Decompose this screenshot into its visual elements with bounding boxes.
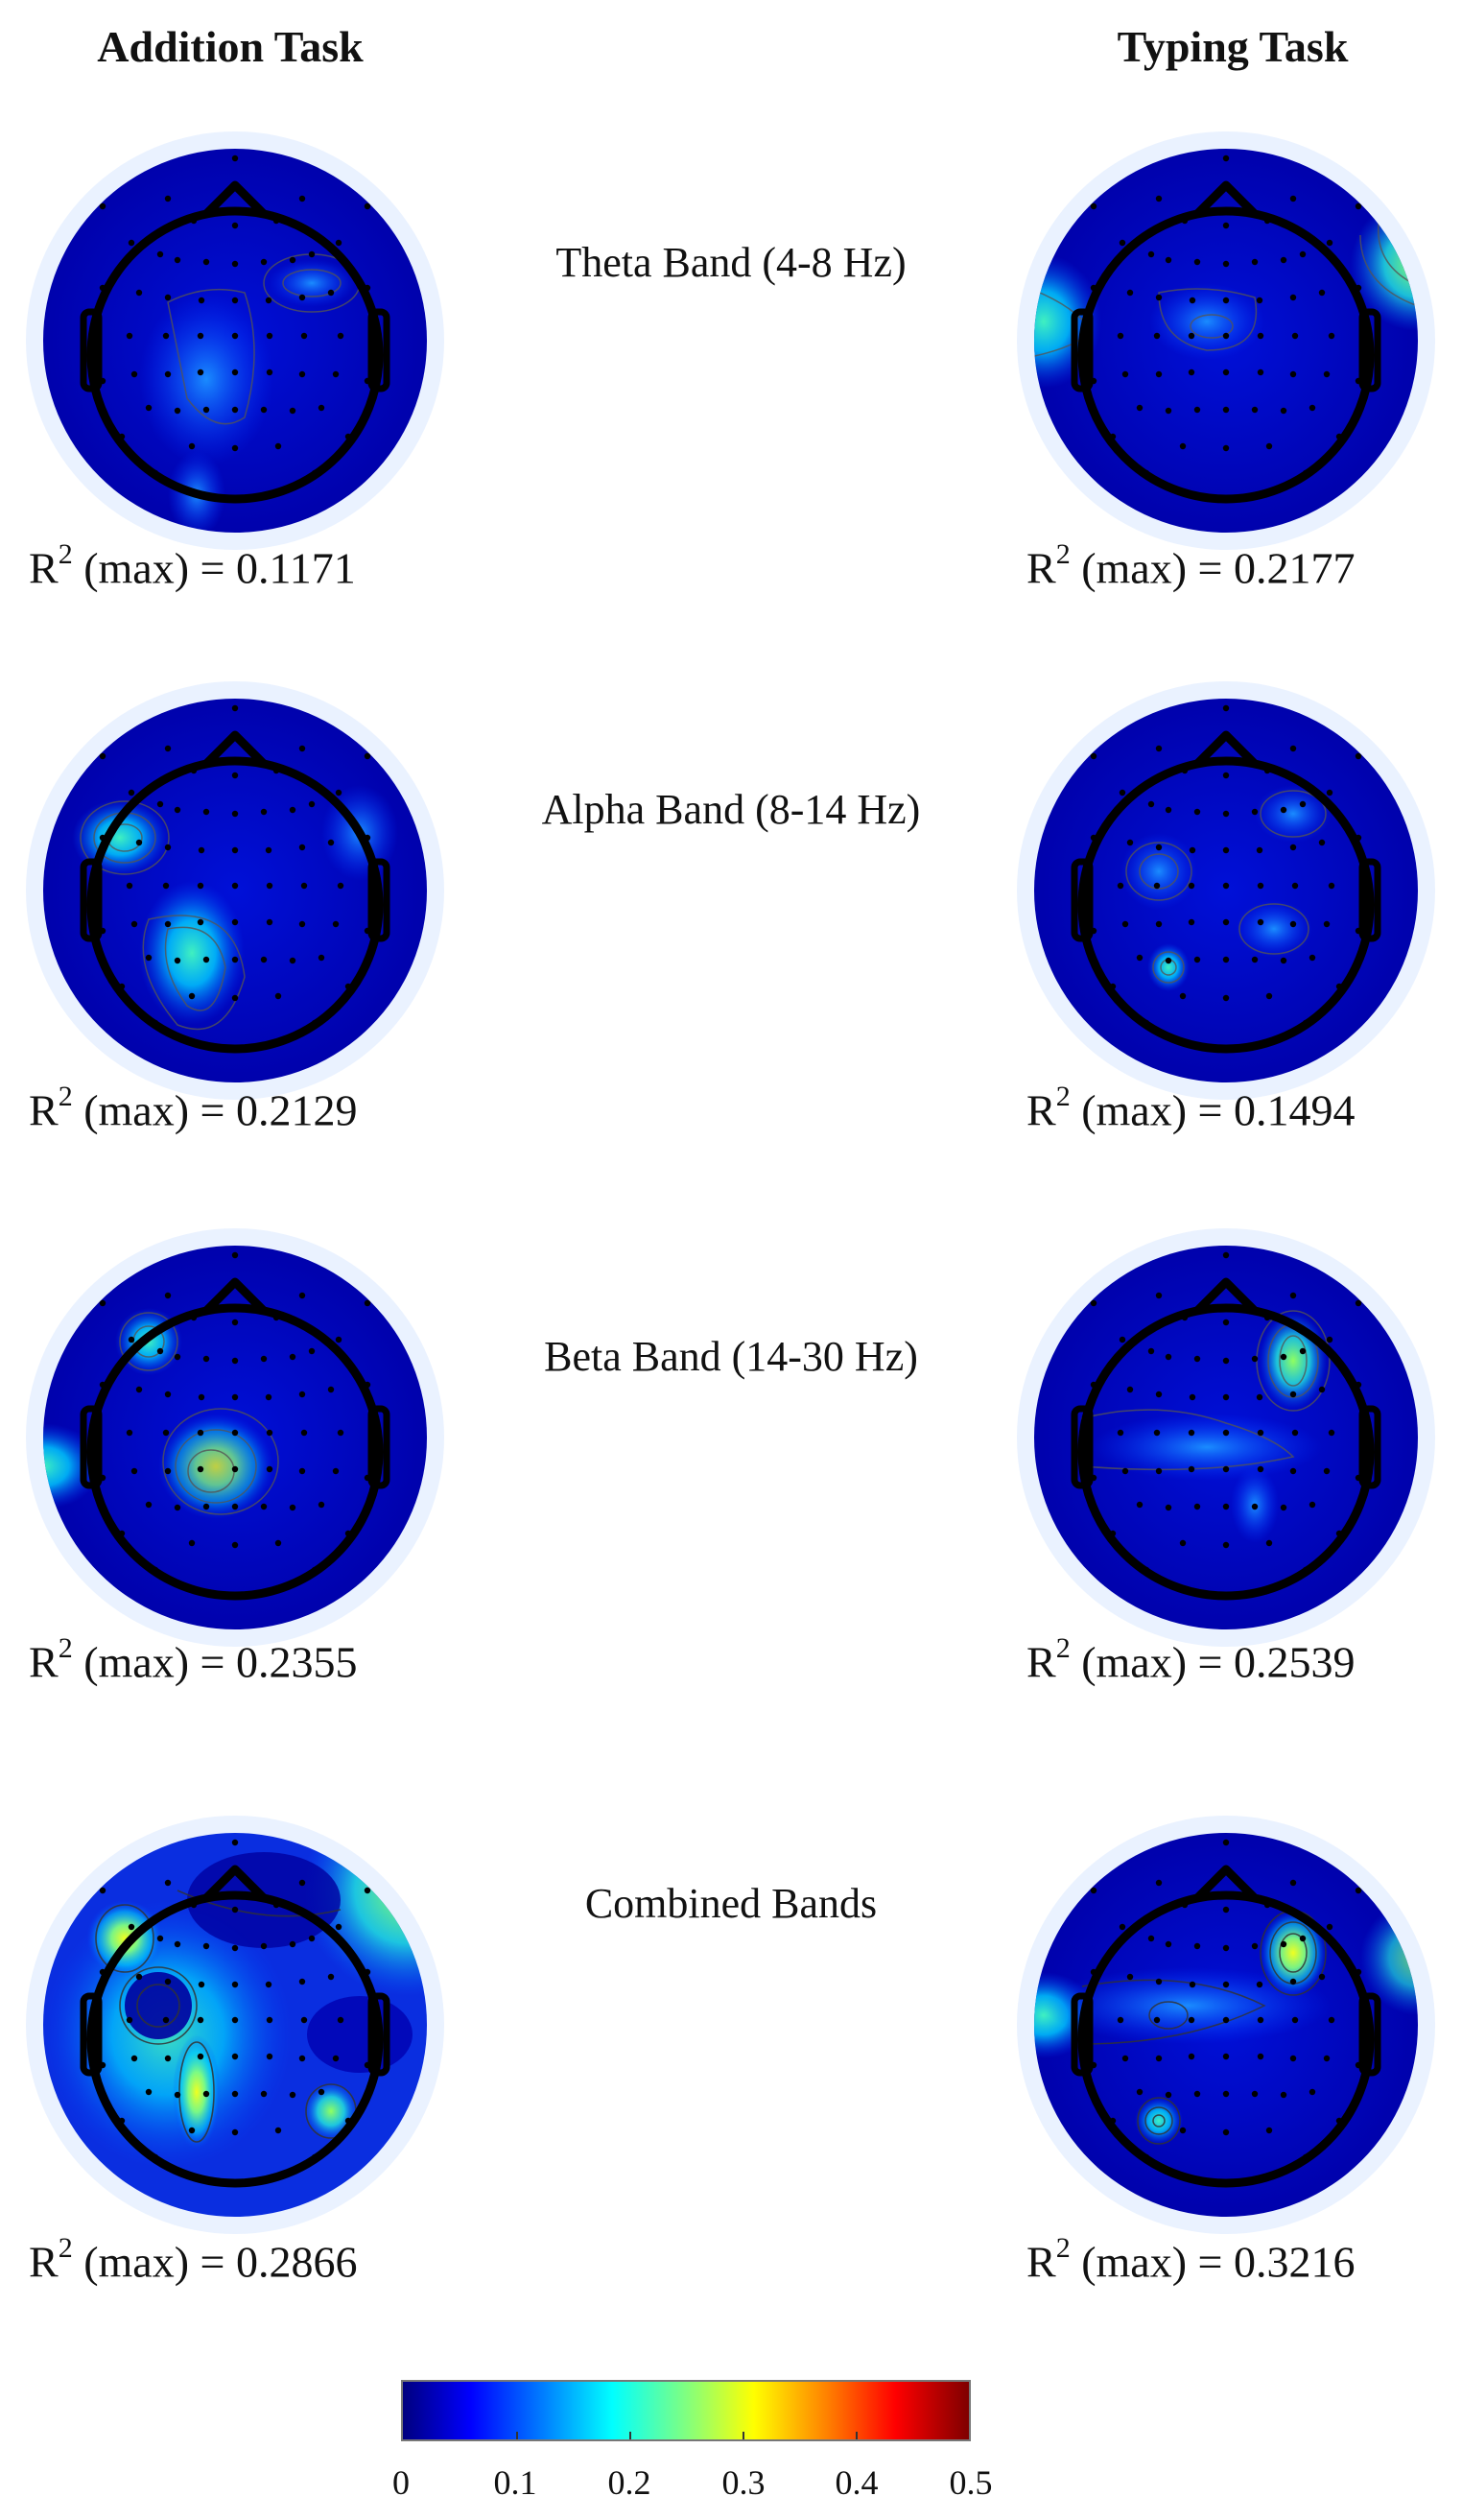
addition-task-title: Addition Task <box>97 22 364 71</box>
r2-typing-theta: R2 (max) = 0.2177 <box>1026 538 1356 593</box>
r2-typing-beta: R2 (max) = 0.2539 <box>1026 1632 1356 1687</box>
r2-addition-alpha: R2 (max) = 0.2129 <box>29 1081 358 1135</box>
typing-task-title: Typing Task <box>1117 22 1349 71</box>
colorbar-tick <box>743 2432 744 2439</box>
topomap-addition-alpha <box>24 679 446 1102</box>
topomap-typing-theta <box>1015 130 1437 552</box>
band-label-alpha: Alpha Band (8-14 Hz) <box>541 786 921 833</box>
topomap-addition-beta <box>24 1226 446 1649</box>
colorbar <box>401 2380 971 2441</box>
r2-addition-combined: R2 (max) = 0.2866 <box>29 2232 358 2287</box>
r2-addition-beta: R2 (max) = 0.2355 <box>29 1632 358 1687</box>
colorbar-tick <box>629 2432 631 2439</box>
band-label-theta: Theta Band (4-8 Hz) <box>555 239 907 286</box>
colorbar-tick <box>516 2432 518 2439</box>
topomap-typing-beta <box>1015 1226 1437 1649</box>
colorbar-label-0: 0 <box>392 2463 410 2502</box>
topomap-addition-theta <box>24 130 446 552</box>
colorbar-tick <box>856 2432 858 2439</box>
colorbar-label-0.3: 0.3 <box>721 2463 766 2502</box>
topomap-typing-combined <box>1015 1814 1437 2236</box>
colorbar-label-0.4: 0.4 <box>835 2463 879 2502</box>
band-label-beta: Beta Band (14-30 Hz) <box>544 1333 918 1380</box>
colorbar-label-0.5: 0.5 <box>949 2463 993 2502</box>
r2-typing-alpha: R2 (max) = 0.1494 <box>1026 1081 1356 1135</box>
band-label-combined: Combined Bands <box>584 1880 878 1927</box>
colorbar-label-0.1: 0.1 <box>493 2463 537 2502</box>
topomap-typing-alpha <box>1015 679 1437 1102</box>
r2-typing-combined: R2 (max) = 0.3216 <box>1026 2232 1356 2287</box>
topomap-addition-combined <box>24 1814 446 2236</box>
colorbar-label-0.2: 0.2 <box>607 2463 651 2502</box>
r2-addition-theta: R2 (max) = 0.1171 <box>29 538 356 593</box>
